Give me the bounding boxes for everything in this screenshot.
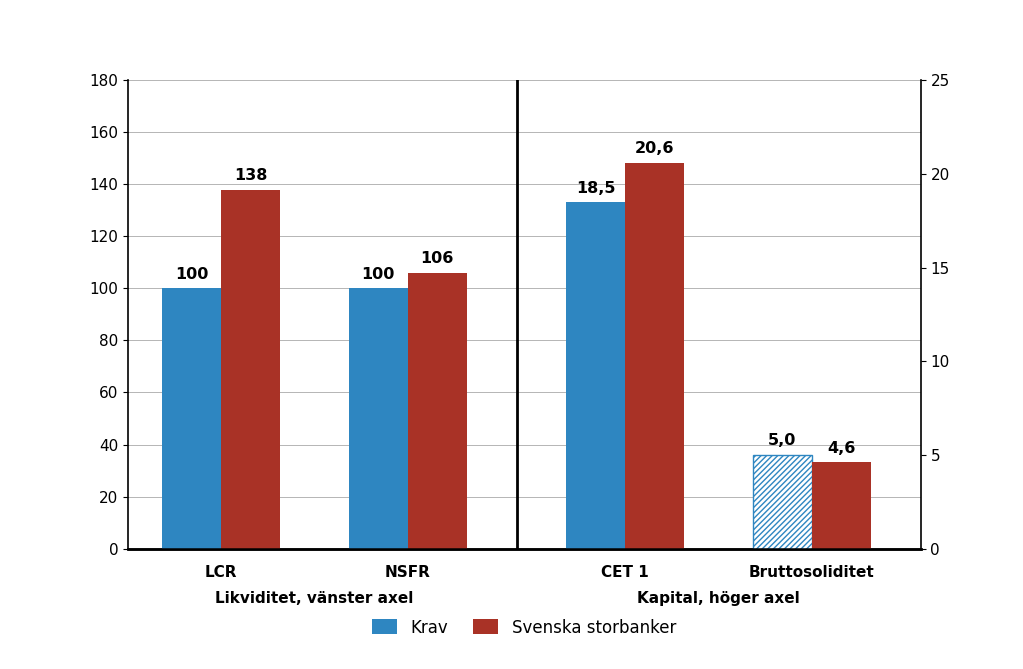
Text: 100: 100 <box>175 267 209 282</box>
Bar <box>349 288 408 549</box>
Legend: Krav, Svenska storbanker: Krav, Svenska storbanker <box>366 612 682 644</box>
Bar <box>221 189 280 549</box>
Text: 100: 100 <box>361 267 395 282</box>
Text: 5,0: 5,0 <box>768 434 797 448</box>
Bar <box>625 163 684 549</box>
Bar <box>567 202 625 549</box>
Text: 18,5: 18,5 <box>576 181 616 195</box>
Text: 106: 106 <box>420 252 454 266</box>
Text: Kapital, höger axel: Kapital, höger axel <box>637 591 800 605</box>
Bar <box>408 273 466 549</box>
Text: 20,6: 20,6 <box>635 141 674 156</box>
Bar <box>753 455 812 549</box>
Text: 138: 138 <box>234 168 267 183</box>
Bar <box>162 288 221 549</box>
Text: Likviditet, vänster axel: Likviditet, vänster axel <box>215 591 413 605</box>
Text: 4,6: 4,6 <box>828 441 855 456</box>
Bar <box>812 462 871 549</box>
